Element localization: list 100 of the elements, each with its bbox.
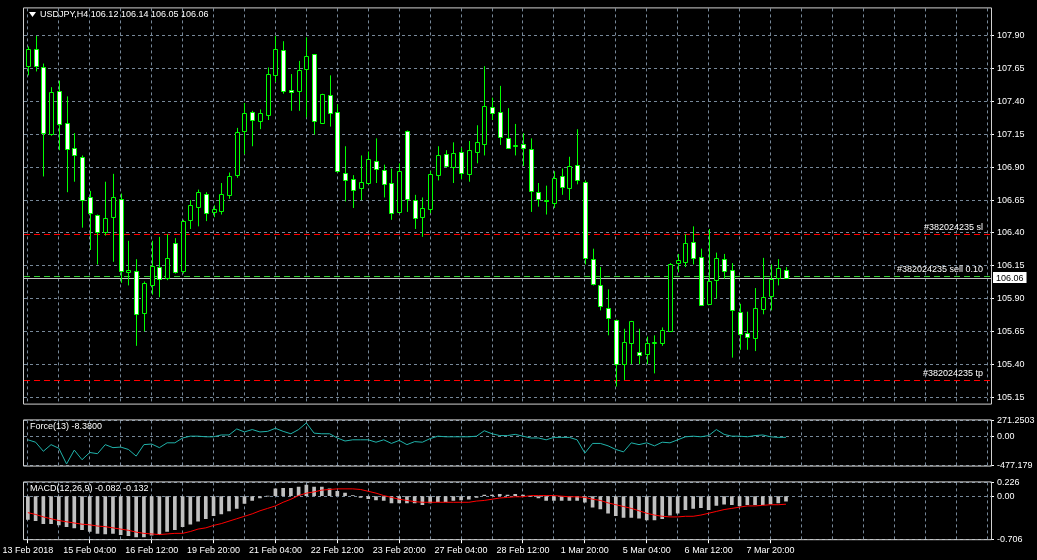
candlestick — [459, 147, 464, 180]
y-tick-label: -477.179 — [997, 460, 1033, 471]
candlestick — [157, 236, 162, 298]
x-tick-label: 15 Feb 04:00 — [63, 545, 117, 556]
bar — [234, 496, 239, 509]
bar — [675, 496, 680, 514]
candlestick — [544, 185, 549, 216]
bar — [173, 496, 177, 531]
x-tick-label: 27 Feb 04:00 — [434, 545, 488, 556]
candlestick — [351, 174, 356, 209]
candlestick — [34, 35, 39, 72]
bar — [49, 496, 53, 524]
x-tick-label: 16 Feb 12:00 — [125, 545, 179, 556]
candlestick — [204, 191, 209, 222]
bar — [784, 496, 788, 502]
bar — [451, 496, 456, 501]
y-tick-label: 106.15 — [997, 260, 1025, 271]
candlestick — [242, 102, 247, 155]
chart-title: Force(13) -8.3800 — [30, 421, 103, 432]
ref-line-label: #382024235 tp — [922, 367, 983, 378]
candlestick — [196, 189, 201, 227]
x-tick-label: 19 Feb 20:00 — [187, 545, 241, 556]
bar — [335, 490, 340, 496]
candlestick — [420, 196, 425, 238]
x-tick-label: 23 Feb 20:00 — [372, 545, 426, 556]
bar — [134, 496, 138, 538]
candlestick — [126, 240, 131, 286]
x-tick-label: 21 Feb 04:00 — [248, 545, 302, 556]
candlestick — [227, 172, 232, 200]
candlestick — [150, 240, 155, 296]
y-tick-label: 105.90 — [997, 293, 1025, 304]
candlestick — [606, 288, 611, 336]
candlestick — [328, 74, 333, 128]
candlestick — [660, 326, 665, 347]
bar — [343, 492, 347, 496]
x-tick-label: 22 Feb 12:00 — [310, 545, 364, 556]
ref-line-label: #382024235 sell 0.10 — [896, 264, 983, 275]
bar — [436, 496, 440, 502]
bar — [753, 496, 757, 506]
bar — [165, 496, 169, 532]
y-tick-label: 105.65 — [997, 325, 1025, 336]
candlestick — [289, 73, 294, 112]
candlestick — [451, 141, 456, 184]
bar — [629, 496, 634, 518]
candlestick — [676, 253, 681, 273]
candlestick — [521, 132, 526, 167]
candlestick — [722, 253, 727, 280]
candlestick — [707, 228, 712, 305]
candlestick — [776, 258, 781, 286]
candlestick — [691, 225, 696, 265]
y-tick-label: 271.2503 — [997, 414, 1035, 425]
bar — [459, 496, 463, 501]
candlestick — [88, 190, 93, 251]
ref-line-label: #382024235 sl — [923, 222, 983, 233]
bar — [668, 496, 672, 516]
candlestick — [622, 328, 627, 381]
candlestick — [26, 45, 31, 76]
candlestick — [366, 151, 371, 185]
x-tick-label: 28 Feb 12:00 — [496, 545, 550, 556]
x-tick-label: 5 Mar 04:00 — [622, 545, 671, 556]
bar — [196, 496, 200, 522]
y-tick-label: 106.90 — [997, 161, 1025, 172]
bar — [56, 496, 61, 526]
y-tick-label: 105.15 — [997, 391, 1025, 402]
bar — [281, 487, 285, 496]
y-tick-label: -0.706 — [997, 533, 1023, 544]
bar — [699, 496, 703, 509]
x-tick-label: 6 Mar 12:00 — [684, 545, 733, 556]
candlestick — [536, 182, 541, 208]
candlestick — [652, 334, 657, 374]
candlestick — [769, 263, 774, 311]
candlestick — [629, 320, 634, 365]
bar — [637, 496, 641, 519]
bar — [72, 496, 77, 529]
y-tick-label: 106.40 — [997, 227, 1025, 238]
bar — [466, 496, 471, 500]
bar — [745, 496, 750, 506]
y-tick-label: 0.226 — [997, 476, 1020, 487]
bar — [381, 496, 386, 501]
candlestick — [413, 194, 418, 230]
bar — [118, 496, 123, 535]
bar — [776, 496, 781, 504]
y-tick-label: 0.00 — [997, 431, 1015, 442]
bar — [730, 496, 734, 506]
y-tick-label: 105.40 — [997, 358, 1025, 369]
candlestick — [436, 145, 441, 181]
bar — [26, 496, 30, 520]
candlestick — [103, 181, 108, 237]
candlestick — [761, 257, 766, 315]
candlestick — [250, 110, 255, 147]
candlestick — [304, 36, 309, 118]
candlestick — [490, 97, 495, 121]
bar — [544, 496, 549, 501]
chart-title: MACD(12,26,9) -0.082 -0.132 — [30, 483, 149, 494]
candlestick — [258, 109, 263, 130]
bar — [80, 496, 84, 531]
candlestick — [637, 328, 642, 365]
ref-line-label: 106.06 — [996, 272, 1024, 283]
candlestick — [165, 233, 170, 281]
bar — [289, 487, 293, 496]
